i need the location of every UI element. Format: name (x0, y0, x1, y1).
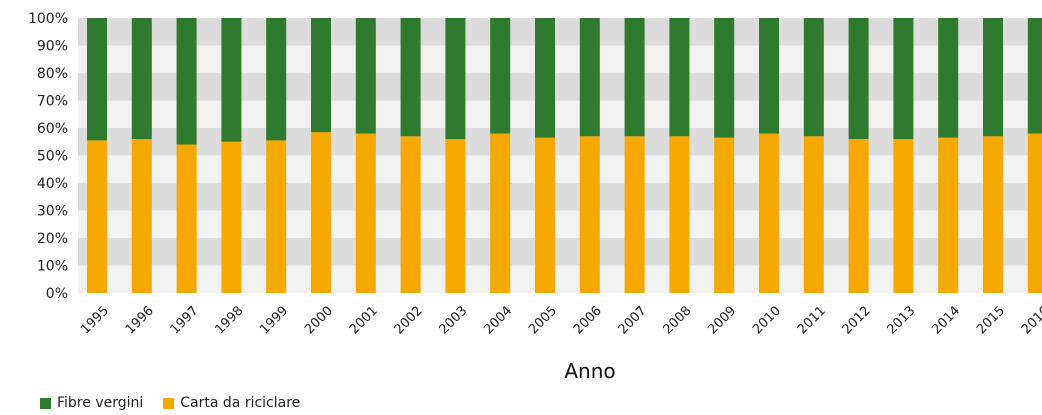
y-tick-label: 50% (37, 149, 68, 165)
x-tick-label: 2000 (302, 303, 336, 337)
bar-carta-da-riciclare (669, 136, 690, 293)
bar-fibre-vergini (131, 18, 152, 139)
bar-fibre-vergini (938, 18, 959, 138)
x-tick-label: 2004 (481, 303, 515, 337)
x-tick-label: 2014 (929, 303, 963, 337)
x-axis-ticks: 1995 1996 1997 1998 1999 2000 2001 2002 2003 2004… (78, 303, 1042, 337)
x-tick-label: 2015 (974, 303, 1008, 337)
bar-fibre-vergini (490, 18, 511, 134)
bar-fibre-vergini (848, 18, 869, 139)
bar-fibre-vergini (445, 18, 466, 139)
bar-carta-da-riciclare (938, 137, 959, 293)
legend: Fibre vergini Carta da riciclare (40, 395, 300, 411)
x-tick-label: 1995 (78, 303, 112, 337)
x-tick-label: 2003 (436, 303, 470, 337)
x-tick-label: 1998 (212, 303, 246, 337)
bar-carta-da-riciclare (266, 140, 287, 293)
bar-fibre-vergini (893, 18, 914, 139)
x-tick-label: 2009 (705, 303, 739, 337)
bar-carta-da-riciclare (311, 132, 331, 293)
x-tick-label: 2002 (392, 303, 426, 337)
bar-carta-da-riciclare (983, 136, 1003, 293)
bar-fibre-vergini (983, 18, 1003, 137)
y-tick-label: 20% (37, 231, 68, 247)
bar-carta-da-riciclare (759, 133, 779, 293)
bar-fibre-vergini (579, 18, 600, 137)
bar-carta-da-riciclare (714, 137, 735, 293)
bar-carta-da-riciclare (87, 140, 107, 293)
y-tick-label: 30% (37, 204, 68, 220)
bar-fibre-vergini (400, 18, 421, 137)
bar-carta-da-riciclare (221, 141, 242, 293)
x-tick-label: 2013 (884, 303, 918, 337)
x-tick-label: 2008 (660, 303, 694, 337)
legend-item-carta-da-riciclare: Carta da riciclare (163, 395, 300, 411)
legend-swatch-fibre-vergini (40, 397, 51, 409)
x-tick-label: 2001 (347, 303, 381, 337)
bar-fibre-vergini (176, 18, 197, 145)
bar-carta-da-riciclare (535, 137, 555, 293)
y-axis-ticks: 0% 10% 20% 30% 40% 50% 60% 70% 80% 90% 100% (28, 11, 68, 302)
bar-fibre-vergini (714, 18, 735, 138)
legend-label: Carta da riciclare (180, 395, 301, 411)
bar-fibre-vergini (803, 18, 824, 137)
bar-fibre-vergini (759, 18, 779, 134)
bar-carta-da-riciclare (490, 133, 511, 293)
bar-carta-da-riciclare (803, 136, 824, 293)
bar-carta-da-riciclare (176, 144, 197, 293)
x-tick-label: 2010 (750, 303, 784, 337)
bar-carta-da-riciclare (1027, 133, 1042, 293)
x-tick-label: 2011 (795, 303, 829, 337)
x-axis-title: Anno (564, 359, 615, 383)
y-tick-label: 90% (37, 39, 68, 55)
bar-carta-da-riciclare (624, 136, 645, 293)
x-tick-label: 2005 (526, 303, 560, 337)
bar-carta-da-riciclare (579, 136, 600, 293)
y-tick-label: 60% (37, 121, 68, 137)
bar-fibre-vergini (221, 18, 242, 142)
y-tick-label: 80% (37, 66, 68, 82)
bar-fibre-vergini (266, 18, 287, 141)
bar-fibre-vergini (1027, 18, 1042, 134)
x-tick-label: 2007 (616, 303, 650, 337)
legend-item-fibre-vergini: Fibre vergini (40, 395, 143, 411)
y-tick-label: 40% (37, 176, 68, 192)
legend-label: Fibre vergini (57, 395, 144, 411)
bar-carta-da-riciclare (355, 133, 376, 293)
bar-fibre-vergini (535, 18, 555, 138)
stacked-bar-chart: 0%10%20%30%40%50%60%70%80%90%100% 1995 19… (28, 11, 1042, 383)
x-tick-label: 2006 (571, 303, 605, 337)
x-tick-label: 2016 (1019, 303, 1042, 337)
legend-swatch-carta-da-riciclare (163, 397, 175, 409)
bar-carta-da-riciclare (400, 136, 421, 293)
y-tick-label: 10% (37, 259, 68, 275)
bar-carta-da-riciclare (848, 139, 869, 293)
x-tick-label: 1996 (123, 303, 157, 337)
x-tick-label: 1997 (168, 303, 202, 337)
bar-carta-da-riciclare (893, 139, 914, 293)
x-tick-label: 2012 (840, 303, 874, 337)
bar-fibre-vergini (624, 18, 645, 137)
bar-fibre-vergini (87, 18, 107, 141)
bar-carta-da-riciclare (445, 139, 466, 293)
y-tick-label: 70% (37, 94, 68, 110)
bar-carta-da-riciclare (131, 139, 152, 293)
y-tick-label: 100% (28, 11, 68, 27)
x-tick-label: 1999 (257, 303, 291, 337)
y-tick-label: 0% (46, 286, 68, 302)
bar-fibre-vergini (669, 18, 690, 137)
bar-fibre-vergini (311, 18, 331, 133)
bars (87, 18, 1042, 293)
bar-fibre-vergini (355, 18, 376, 134)
